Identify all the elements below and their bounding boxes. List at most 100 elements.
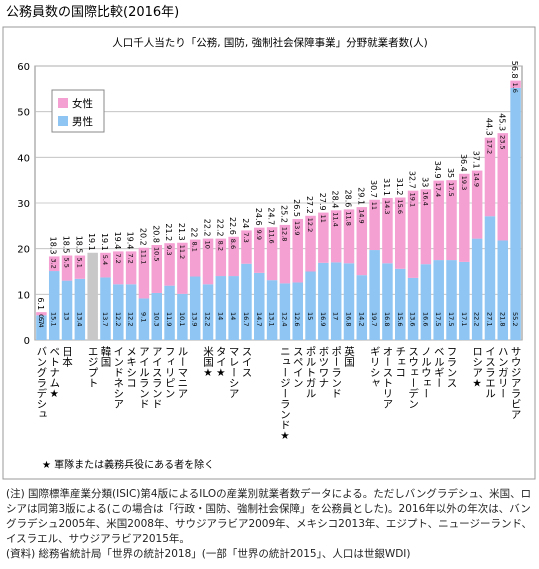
value-label: 5.5 (63, 258, 71, 268)
bar-segment (279, 224, 291, 284)
legend-swatch (58, 116, 68, 126)
value-label: 15 (306, 312, 314, 320)
x-tick-label: ハンガリー (497, 346, 509, 399)
bar-segment (202, 284, 214, 340)
value-label: 3.2 (50, 258, 58, 268)
value-label: 0.7 (37, 314, 45, 324)
value-label: 16.6 (421, 312, 429, 326)
bar-segment (254, 272, 265, 340)
value-label: 12.4 (280, 312, 288, 326)
total-label: 45.3 (497, 113, 506, 131)
x-tick-label: ベルギー (433, 346, 445, 388)
total-label: 19.4 (113, 232, 122, 250)
value-label: 13.9 (293, 221, 301, 235)
total-label: 6.1 (36, 297, 45, 310)
bar-segment (497, 133, 509, 241)
bar-segment (318, 262, 329, 340)
x-tick-label: ボツワナ (317, 346, 329, 388)
bar-segment (151, 292, 163, 340)
total-label: 44.3 (484, 118, 493, 136)
value-label: 17.1 (460, 312, 468, 326)
value-label: 16.9 (319, 312, 327, 326)
value-label: 11.6 (268, 229, 276, 243)
total-label: 18.5 (74, 236, 83, 254)
bar-segment (215, 238, 227, 277)
bar-segment (356, 207, 368, 276)
bar-segment (369, 250, 380, 340)
total-label: 32.7 (408, 171, 417, 189)
value-label: 13 (63, 312, 71, 320)
value-label: 19.7 (370, 312, 378, 326)
bar-segment (420, 189, 432, 265)
y-tick-label: 60 (17, 62, 30, 73)
x-tick-label: マレーシア (228, 346, 240, 399)
total-label: 28.4 (331, 190, 340, 208)
bar-segment (189, 276, 201, 340)
x-tick-label: バングラデシュ (35, 346, 47, 420)
bar-segment (471, 170, 483, 239)
total-label: 22 (190, 227, 199, 237)
value-label: 1.6 (511, 83, 519, 93)
value-label: 27.1 (485, 312, 493, 326)
chart-frame (2, 26, 536, 480)
bar-segment (471, 238, 483, 340)
value-label: 10 (204, 241, 212, 249)
x-tick-label: 米国★ (202, 345, 214, 379)
value-label: 10.3 (152, 312, 160, 326)
value-label: 7.2 (127, 253, 135, 263)
total-label: 25.2 (279, 205, 288, 223)
bar-segment (394, 268, 406, 340)
bar-segment (382, 197, 393, 264)
x-tick-label: ルーマニア (176, 346, 188, 399)
bar-segment (113, 284, 124, 340)
y-tick-label: 50 (17, 108, 30, 119)
bar-segment (510, 80, 521, 88)
value-label: 13.1 (268, 312, 276, 326)
value-label: 8.1 (191, 242, 199, 252)
x-tick-label: スイス (240, 346, 252, 378)
total-label: 22.6 (228, 217, 237, 235)
total-label: 21.2 (164, 223, 173, 241)
value-label: 13.7 (101, 312, 109, 326)
x-tick-label: 韓国 (99, 346, 111, 368)
value-label: 10.5 (152, 247, 160, 261)
bar-segment (446, 180, 457, 261)
value-label: 11.4 (332, 212, 340, 226)
total-label: 35 (446, 168, 455, 178)
value-label: 11 (370, 202, 378, 210)
value-label: 19.3 (460, 176, 468, 190)
value-label: 12.6 (293, 312, 301, 326)
total-label: 18.3 (49, 237, 58, 255)
value-label: 16.8 (383, 312, 391, 326)
total-label: 22.2 (215, 219, 224, 237)
bar-segment (497, 240, 509, 340)
total-label: 18.5 (62, 236, 71, 254)
bar-segment (305, 215, 316, 272)
value-label: 17.4 (434, 183, 442, 197)
bar-segment (266, 227, 278, 281)
value-label: 16.4 (421, 191, 429, 205)
value-label: 17.5 (434, 312, 442, 326)
legend-label: 男性 (72, 115, 93, 128)
value-label: 17.5 (447, 182, 455, 196)
value-label: 12.2 (127, 312, 135, 326)
y-tick-label: 10 (17, 290, 30, 301)
value-label: 8.2 (216, 241, 224, 251)
value-label: 16.8 (344, 312, 352, 326)
total-label: 27.9 (318, 193, 327, 211)
x-tick-label: メキシコ (125, 346, 137, 388)
value-label: 11 (319, 215, 327, 223)
total-label: 24 (241, 218, 250, 228)
bar-segment (241, 230, 252, 264)
total-label: 19.1 (87, 233, 96, 251)
value-label: 14.9 (357, 209, 365, 223)
value-label: 9.1 (139, 312, 147, 322)
x-tick-label: 英国 (343, 345, 355, 368)
value-label: 55.2 (511, 312, 519, 326)
value-label: 13.9 (191, 312, 199, 326)
total-label: 19.1 (100, 233, 109, 251)
bar-segment (382, 263, 393, 340)
bar-segment (510, 87, 521, 340)
value-label: 5.1 (75, 258, 83, 268)
